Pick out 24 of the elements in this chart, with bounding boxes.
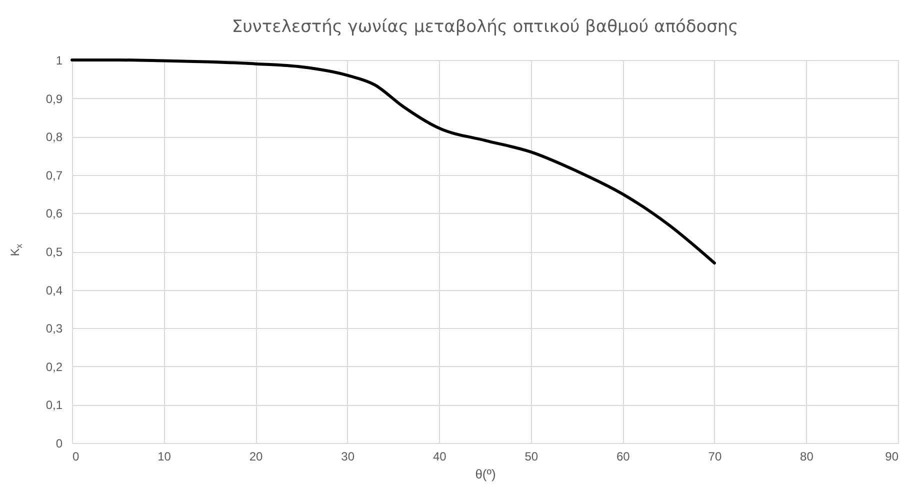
x-tick-label: 70 xyxy=(708,450,722,464)
y-tick-label: 0,5 xyxy=(46,245,63,259)
y-tick-label: 0,8 xyxy=(46,130,63,144)
chart-title: Συντελεστής γωνίας μεταβολής οπτικού βαθμού απόδοσης xyxy=(232,17,738,37)
y-tick-label: 0,9 xyxy=(46,92,63,106)
x-tick-label: 50 xyxy=(524,450,538,464)
y-tick-label: 0,6 xyxy=(46,206,63,221)
x-tick-label: 40 xyxy=(432,450,447,464)
y-tick-label: 1 xyxy=(56,54,63,68)
x-tick-label: 90 xyxy=(885,450,899,464)
y-tick-label: 0,2 xyxy=(46,360,63,374)
y-tick-label: 0,1 xyxy=(46,398,63,412)
x-tick-label: 60 xyxy=(616,450,630,464)
x-tick-label: 80 xyxy=(800,450,814,464)
y-tick-label: 0,4 xyxy=(46,283,63,298)
x-tick-label: 30 xyxy=(341,450,355,464)
x-tick-label: 0 xyxy=(72,450,80,464)
y-tick-label: 0 xyxy=(56,436,63,450)
x-tick-label: 20 xyxy=(249,450,264,464)
x-tick-label: 10 xyxy=(158,450,172,464)
line-series xyxy=(70,58,716,264)
y-tick-label: 0,7 xyxy=(46,168,63,182)
y-tick-label: 0,3 xyxy=(46,322,63,336)
x-axis-title: θ(º) xyxy=(475,466,496,482)
